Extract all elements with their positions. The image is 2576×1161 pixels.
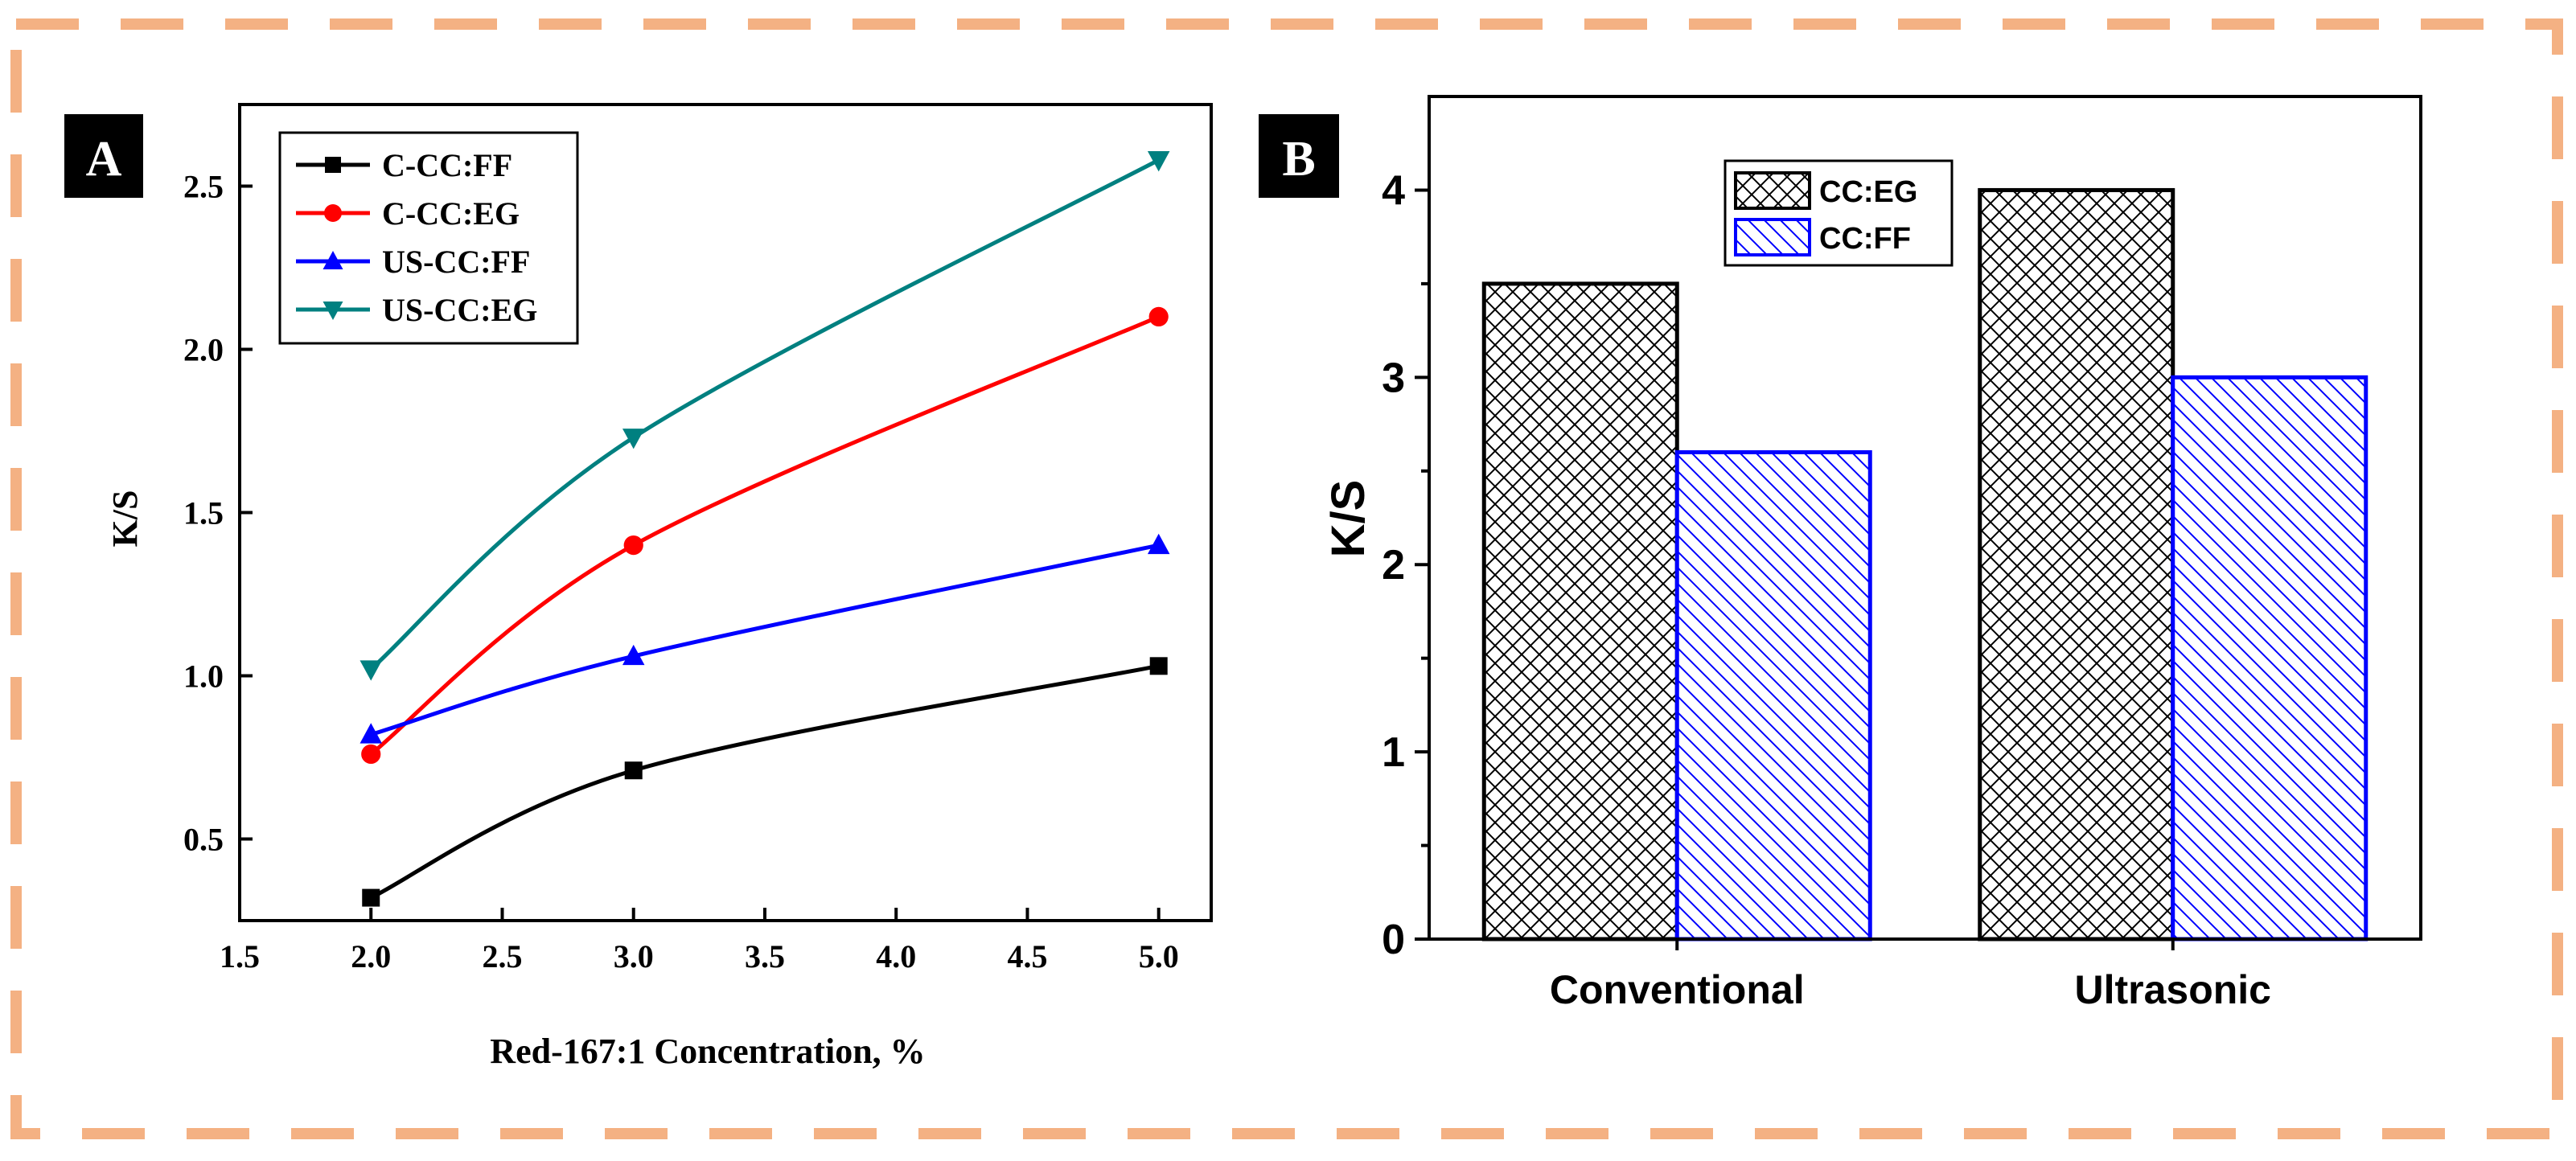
panel-a-legend-label: C-CC:EG xyxy=(382,195,520,232)
panel-a-label-box xyxy=(64,114,143,198)
panel-a-y-tick-label: 2.5 xyxy=(183,169,224,205)
panel-b-legend-swatch xyxy=(1734,171,1811,210)
panel-a-x-tick-label: 2.5 xyxy=(482,938,522,974)
panel-a-data-point xyxy=(1147,533,1170,555)
panel-a-legend-marker xyxy=(323,302,343,320)
panel-b-legend: CC:EG CC:FF xyxy=(1723,159,1954,267)
panel-a-series-line-1 xyxy=(369,314,1160,756)
panel-a-y-tick-label: 2.0 xyxy=(183,332,224,368)
panel-a-y-axis-label: K/S xyxy=(105,490,145,548)
panel-a-legend-marker xyxy=(324,204,342,222)
panel-b-x-tick-label: Conventional xyxy=(1550,967,1805,1012)
panel-a-x-tick-label: 1.5 xyxy=(220,938,260,974)
panel-a-x-tick-label: 3.0 xyxy=(614,938,654,974)
panel-b-y-tick-label: 0 xyxy=(1382,917,1405,963)
panel-a-series-line-0 xyxy=(370,663,1160,900)
panel-a-x-tick-label: 2.0 xyxy=(351,938,391,974)
panel-a-data-point xyxy=(623,535,643,556)
panel-b-x-ticks: Conventional Ultrasonic xyxy=(1550,939,2271,1012)
panel-a-x-ticks: 1.5 2.0 2.5 3.0 3.5 4.0 4.5 5.0 xyxy=(220,908,1179,974)
panel-b-label: B xyxy=(1282,132,1315,187)
panel-a-legend-label: C-CC:FF xyxy=(382,147,512,183)
panel-b-y-tick-label: 3 xyxy=(1382,355,1405,401)
panel-b-y-axis-label: K/S xyxy=(1322,480,1374,558)
panel-a-legend-label: US-CC:EG xyxy=(382,292,537,328)
panel-b-legend-swatch xyxy=(1734,218,1811,256)
panel-a-line-chart: 1.5 2.0 2.5 3.0 3.5 4.0 4.5 5.0 0.5 1.0 1.5 2.0 2.5… xyxy=(64,103,1213,1071)
panel-a-data-point xyxy=(362,888,380,907)
panel-a-y-tick-label: 1.5 xyxy=(183,495,224,531)
panel-a-series-line-2 xyxy=(370,543,1160,736)
panel-b-bar xyxy=(2171,375,2369,942)
panel-a-x-tick-label: 4.5 xyxy=(1007,938,1047,974)
panel-b-y-tick-label: 4 xyxy=(1382,167,1405,214)
panel-a-data-point xyxy=(359,723,382,744)
panel-b-bar xyxy=(1978,187,2175,942)
dashed-frame xyxy=(10,18,2563,1139)
panel-a-data-point xyxy=(624,761,643,780)
panel-a-data-point xyxy=(361,744,381,765)
panel-a-data-point xyxy=(622,429,645,449)
panel-b-legend-label: CC:FF xyxy=(1819,222,1911,256)
panel-a-series xyxy=(359,151,1170,907)
panel-a-legend-marker xyxy=(325,157,341,173)
panel-b-label-box xyxy=(1259,114,1339,198)
panel-b-bar xyxy=(1674,449,1872,942)
panel-b-plot-frame xyxy=(1428,95,2422,941)
panel-a-data-point xyxy=(1148,306,1169,326)
panel-a-x-tick-label: 4.0 xyxy=(876,938,916,974)
panel-a-data-point xyxy=(622,644,645,666)
panel-a-legend-label: US-CC:FF xyxy=(382,244,530,280)
panel-b-bars xyxy=(1481,187,2369,942)
panel-a-data-point xyxy=(1149,657,1168,675)
panel-a-x-tick-label: 5.0 xyxy=(1139,938,1179,974)
panel-a-series-line-3 xyxy=(369,158,1160,671)
panel-a-y-tick-label: 0.5 xyxy=(183,822,224,858)
panel-b-y-tick-label: 2 xyxy=(1382,542,1405,589)
panel-b-bar xyxy=(1481,281,1679,942)
panel-a-label: A xyxy=(86,132,122,187)
panel-b-y-ticks: 0 1 2 3 4 xyxy=(1382,167,1429,963)
panel-a-y-ticks: 0.5 1.0 1.5 2.0 2.5 xyxy=(183,169,253,858)
panel-a-y-tick-label: 1.0 xyxy=(183,658,224,695)
panel-a-data-point xyxy=(1147,151,1170,172)
panel-a-legend-marker xyxy=(323,251,343,269)
panel-a-data-point xyxy=(359,660,382,681)
panel-a-x-axis-label: Red-167:1 Concentration, % xyxy=(490,1032,925,1071)
panel-a-x-tick-label: 3.5 xyxy=(745,938,785,974)
panel-b-x-tick-label: Ultrasonic xyxy=(2074,967,2271,1012)
panel-b-y-tick-label: 1 xyxy=(1382,729,1405,776)
panel-a-legend: C-CC:FF C-CC:EG US-CC:FF US-CC:EG xyxy=(278,131,579,345)
panel-b-legend-label: CC:EG xyxy=(1819,175,1917,209)
